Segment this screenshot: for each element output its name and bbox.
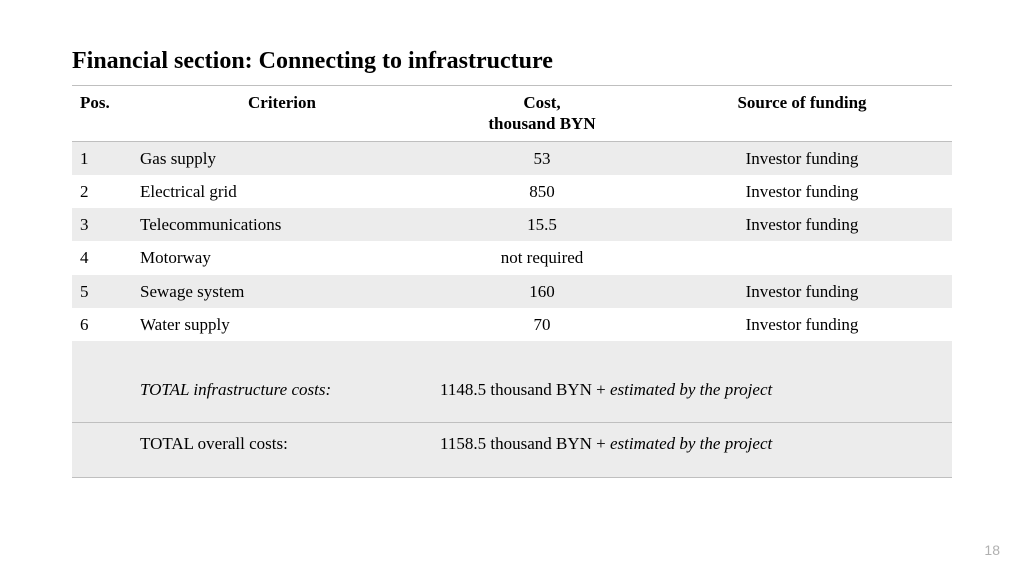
cell-source: Investor funding [652, 175, 952, 208]
cell-pos: 5 [72, 275, 132, 308]
infrastructure-cost-table: Pos. Criterion Cost, thousand BYN Source… [72, 85, 952, 478]
cell-criterion: Electrical grid [132, 175, 432, 208]
cell-source [652, 241, 952, 274]
page-title: Financial section: Connecting to infrast… [72, 48, 952, 75]
total-overall-value-ital: estimated by the project [610, 434, 772, 453]
page-number: 18 [984, 542, 1000, 558]
total-overall-row: TOTAL overall costs: 1158.5 thousand BYN… [72, 423, 952, 477]
cell-pos: 2 [72, 175, 132, 208]
total-infra-value-plain: 1148.5 thousand BYN + [440, 380, 610, 399]
table-row: 1 Gas supply 53 Investor funding [72, 141, 952, 175]
col-header-criterion: Criterion [132, 86, 432, 142]
cell-criterion: Sewage system [132, 275, 432, 308]
total-overall-value: 1158.5 thousand BYN + estimated by the p… [432, 423, 952, 477]
table-row: 4 Motorway not required [72, 241, 952, 274]
total-infra-label: TOTAL infrastructure costs: [132, 369, 432, 423]
cell-cost: 850 [432, 175, 652, 208]
cell-cost: 53 [432, 141, 652, 175]
cell-source: Investor funding [652, 275, 952, 308]
col-header-cost-line1: Cost, [523, 93, 560, 112]
cell-criterion: Motorway [132, 241, 432, 274]
table-row: 3 Telecommunications 15.5 Investor fundi… [72, 208, 952, 241]
cell-pos: 4 [72, 241, 132, 274]
cell-criterion: Telecommunications [132, 208, 432, 241]
cell-source: Investor funding [652, 308, 952, 341]
cell-criterion: Water supply [132, 308, 432, 341]
slide-page: Financial section: Connecting to infrast… [0, 0, 1024, 576]
spacer-row [72, 341, 952, 369]
col-header-pos: Pos. [72, 86, 132, 142]
col-header-source: Source of funding [652, 86, 952, 142]
cell-pos: 1 [72, 141, 132, 175]
cell-source: Investor funding [652, 141, 952, 175]
total-infrastructure-row: TOTAL infrastructure costs: 1148.5 thous… [72, 369, 952, 423]
cell-cost: 15.5 [432, 208, 652, 241]
cell-pos: 6 [72, 308, 132, 341]
cell-source: Investor funding [652, 208, 952, 241]
cell-criterion: Gas supply [132, 141, 432, 175]
total-infra-value-ital: estimated by the project [610, 380, 772, 399]
cell-pos: 3 [72, 208, 132, 241]
total-infra-value: 1148.5 thousand BYN + estimated by the p… [432, 369, 952, 423]
total-overall-value-plain: 1158.5 thousand BYN + [440, 434, 610, 453]
cell-cost: not required [432, 241, 652, 274]
cell-cost: 70 [432, 308, 652, 341]
col-header-cost-line2: thousand BYN [488, 114, 595, 133]
col-header-cost: Cost, thousand BYN [432, 86, 652, 142]
total-overall-label: TOTAL overall costs: [132, 423, 432, 477]
table-row: 5 Sewage system 160 Investor funding [72, 275, 952, 308]
cell-cost: 160 [432, 275, 652, 308]
table-row: 6 Water supply 70 Investor funding [72, 308, 952, 341]
table-row: 2 Electrical grid 850 Investor funding [72, 175, 952, 208]
table-header-row: Pos. Criterion Cost, thousand BYN Source… [72, 86, 952, 142]
